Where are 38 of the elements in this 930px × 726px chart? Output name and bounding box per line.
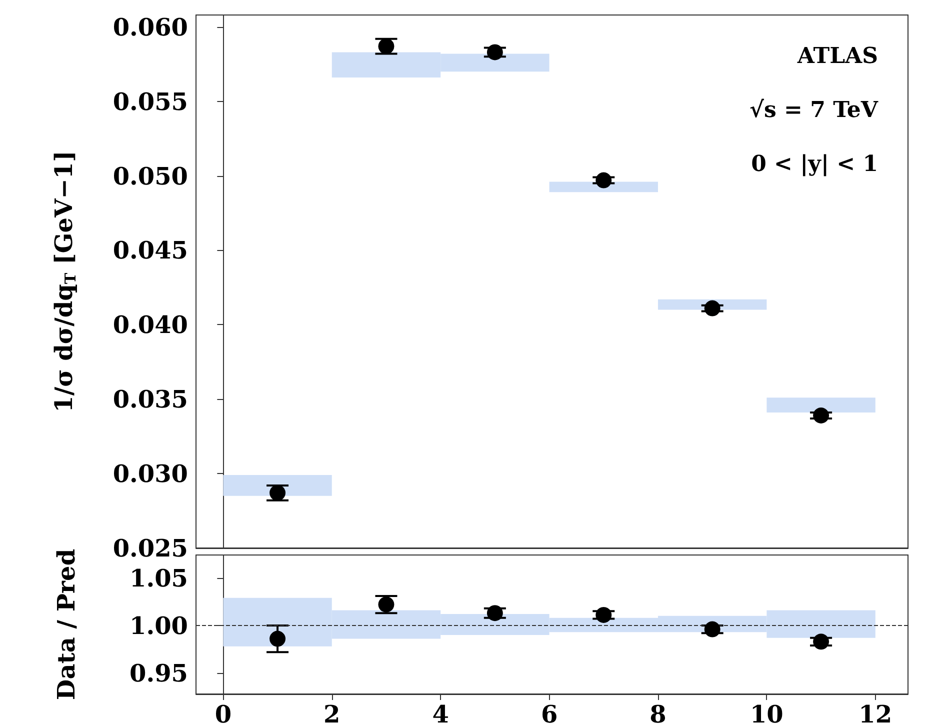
y-axis-title: 1/σ dσ/dqT [GeV−1] xyxy=(49,150,80,412)
y-tick-label: 1.00 xyxy=(130,610,188,640)
point xyxy=(486,44,503,60)
y-tick-label: 1.05 xyxy=(130,563,188,592)
point xyxy=(704,300,720,316)
y-tick-label: 0.025 xyxy=(112,534,188,562)
point xyxy=(596,606,612,623)
x-tick-label: 8 xyxy=(650,700,666,726)
y-tick-label: 0.035 xyxy=(112,384,188,414)
point xyxy=(596,172,612,188)
point xyxy=(486,605,503,622)
y-tick-label: 0.030 xyxy=(112,459,188,488)
bar xyxy=(223,475,332,496)
x-tick-label: 0 xyxy=(214,700,232,726)
y-tick-label: 0.045 xyxy=(112,236,188,265)
point xyxy=(813,408,830,424)
point xyxy=(270,484,286,501)
point xyxy=(270,630,286,647)
y-tick-label: 0.055 xyxy=(112,86,188,116)
x-tick-label: 6 xyxy=(540,700,558,726)
annotation: 0 < |y| < 1 xyxy=(751,151,878,177)
bar xyxy=(549,182,658,192)
y-tick-label: 0.060 xyxy=(112,12,188,42)
bar xyxy=(766,398,876,413)
y-tick-label: 0.95 xyxy=(130,658,188,688)
x-tick-label: 2 xyxy=(324,700,340,726)
annotation: √s = 7 TeV xyxy=(750,97,879,123)
point xyxy=(378,38,394,54)
annotation: ATLAS xyxy=(796,43,878,69)
point xyxy=(704,621,720,638)
x-tick-label: 4 xyxy=(432,700,449,726)
x-tick-label: 10 xyxy=(750,700,784,726)
y-tick-label: 0.050 xyxy=(112,161,188,190)
y-axis-title: Data / Pred xyxy=(52,548,80,700)
point xyxy=(378,596,394,612)
y-tick-label: 0.040 xyxy=(112,310,188,340)
point xyxy=(813,634,830,650)
x-tick-label: 12 xyxy=(858,700,892,726)
